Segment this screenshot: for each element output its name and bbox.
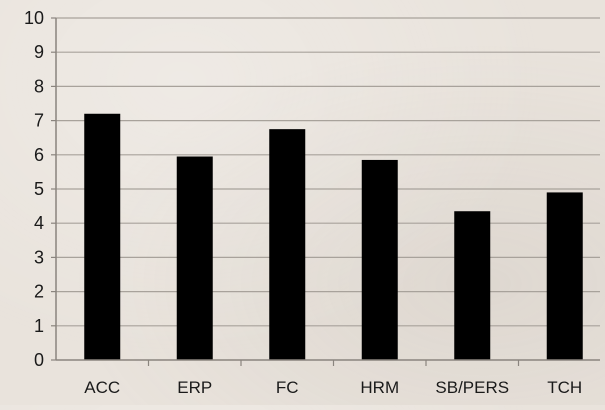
x-tick-label: ERP	[177, 378, 212, 397]
y-tick-label: 8	[34, 76, 44, 96]
x-tick-label: TCH	[547, 378, 582, 397]
x-tick-label: SB/PERS	[435, 378, 509, 397]
bar-erp	[176, 156, 213, 360]
x-tick-label: ACC	[84, 378, 120, 397]
y-tick-label: 6	[34, 145, 44, 165]
y-tick-labels: 0 1 2 3 4 5 6 7 8 9 10	[24, 8, 44, 370]
bar-fc	[269, 129, 306, 360]
bars	[84, 113, 583, 360]
bar-hrm	[361, 159, 398, 360]
y-tick-label: 9	[34, 42, 44, 62]
bar-acc	[84, 113, 121, 360]
bar-sb-pers	[454, 211, 491, 360]
y-tick-label: 5	[34, 179, 44, 199]
bar-tch	[546, 192, 583, 360]
y-tick-label: 7	[34, 111, 44, 131]
y-tick-label: 1	[34, 316, 44, 336]
y-tick-label: 0	[34, 350, 44, 370]
x-tick-label: FC	[276, 378, 299, 397]
y-tick-label: 3	[34, 247, 44, 267]
axes	[51, 17, 600, 366]
y-tick-label: 2	[34, 282, 44, 302]
x-tick-label: HRM	[360, 378, 399, 397]
y-tick-label: 10	[24, 8, 44, 28]
y-tick-label: 4	[34, 213, 44, 233]
gridlines	[56, 17, 600, 327]
x-tick-labels: ACC ERP FC HRM SB/PERS TCH	[84, 378, 582, 397]
